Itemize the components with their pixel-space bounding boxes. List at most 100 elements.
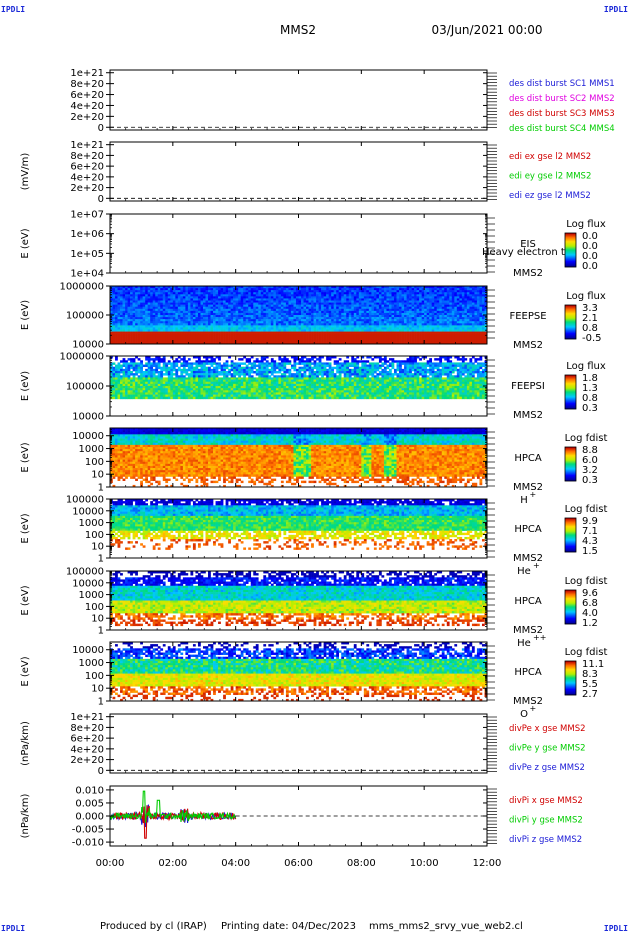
spectrogram-cell [276,311,279,313]
spectrogram-cell [143,330,146,332]
spectrogram-cell [336,327,339,329]
spectrogram-cell [281,298,284,300]
spectrogram-cell [143,313,146,315]
spectrogram-cell [135,390,138,392]
spectrogram-cell [168,288,171,290]
spectrogram-cell [148,386,151,388]
spectrogram-cell [243,338,246,340]
spectrogram-cell [153,298,156,300]
spectrogram-cell [228,321,231,323]
spectrogram-cell [228,325,231,327]
spectrogram-cell [221,292,224,294]
spectrogram-cell [319,317,322,319]
spectrogram-cell [223,317,226,319]
spectrogram-cell [314,288,317,290]
spectrogram-cell [346,315,349,317]
spectrogram-cell [321,301,324,303]
spectrogram-cell [115,390,118,392]
spectrogram-cell [145,375,148,377]
spectrogram-cell [349,305,352,307]
spectrogram-cell [173,388,176,390]
spectrogram-cell [407,292,410,294]
spectrogram-cell [216,309,219,311]
spectrogram-cell [356,323,359,325]
spectrogram-cell [472,294,475,296]
spectrogram-cell [226,317,229,319]
spectrogram-cell [369,323,372,325]
spectrogram-cell [281,338,284,340]
spectrogram-cell [288,330,291,332]
spectrogram-cell [251,307,254,309]
spectrogram-cell [472,317,475,319]
spectrogram-cell [138,292,141,294]
spectrogram-cell [160,369,163,371]
spectrogram-cell [155,377,158,379]
spectrogram-cell [135,332,138,334]
spectrogram-cell [354,305,357,307]
spectrogram-cell [459,301,462,303]
spectrogram-cell [276,298,279,300]
spectrogram-cell [434,294,437,296]
spectrogram-cell [477,338,480,340]
spectrogram-cell [143,386,146,388]
spectrogram-cell [143,336,146,338]
spectrogram-cell [165,380,168,382]
spectrogram-cell [341,311,344,313]
spectrogram-cell [432,301,435,303]
spectrogram-cell [170,327,173,329]
spectrogram-cell [263,319,266,321]
spectrogram-cell [143,327,146,329]
spectrogram-cell [178,325,181,327]
spectrogram-cell [226,307,229,309]
spectrogram-cell [180,330,183,332]
spectrogram-cell [218,321,221,323]
spectrogram-cell [243,330,246,332]
spectrogram-cell [336,330,339,332]
spectrogram-cell [218,303,221,305]
spectrogram-cell [130,330,133,332]
spectrogram-cell [133,321,136,323]
spectrogram-cell [115,380,118,382]
spectrogram-cell [304,323,307,325]
spectrogram-cell [123,319,126,321]
spectrogram-cell [482,296,485,298]
spectrogram-cell [326,294,329,296]
spectrogram-cell [283,330,286,332]
spectrogram-cell [168,377,171,379]
spectrogram-cell [208,313,211,315]
spectrogram-cell [384,336,387,338]
spectrogram-cell [216,294,219,296]
spectrogram-cell [391,311,394,313]
spectrogram-cell [286,338,289,340]
spectrogram-cell [429,305,432,307]
spectrogram-cell [394,332,397,334]
spectrogram-cell [195,290,198,292]
spectrogram-cell [472,296,475,298]
spectrogram-cell [321,332,324,334]
spectrogram-cell [291,338,294,340]
spectrogram-cell [402,340,405,342]
spectrogram-cell [454,334,457,336]
spectrogram-cell [261,336,264,338]
spectrogram-cell [206,325,209,327]
spectrogram-cell [419,296,422,298]
spectrogram-cell [198,303,201,305]
spectrogram-cell [386,319,389,321]
spectrogram-cell [238,340,241,342]
spectrogram-cell [113,288,116,290]
spectrogram-cell [273,305,276,307]
spectrogram-cell [412,336,415,338]
spectrogram-cell [427,298,430,300]
spectrogram-cell [130,360,133,362]
spectrogram-cell [472,319,475,321]
spectrogram-cell [389,294,392,296]
spectrogram-cell [419,290,422,292]
spectrogram-cell [180,311,183,313]
spectrogram-cell [173,392,176,394]
spectrogram-cell [422,290,425,292]
spectrogram-cell [231,327,234,329]
spectrogram-cell [288,336,291,338]
spectrogram-cell [462,298,465,300]
spectrogram-cell [336,313,339,315]
spectrogram-cell [263,340,266,342]
